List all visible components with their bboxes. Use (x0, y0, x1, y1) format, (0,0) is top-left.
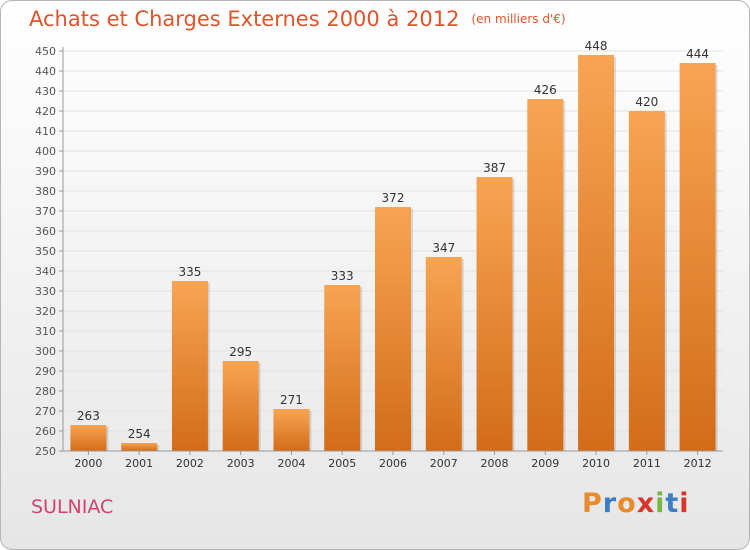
bar-value-label: 295 (229, 345, 252, 359)
bar-value-label: 335 (178, 265, 201, 279)
chart-unit: (en milliers d'€) (471, 12, 566, 26)
x-tick-label: 2009 (531, 457, 559, 470)
bar-value-label: 426 (534, 83, 557, 97)
y-tick-label: 270 (35, 405, 56, 418)
x-tick-label: 2005 (328, 457, 356, 470)
bar-value-label: 254 (128, 427, 151, 441)
y-tick-label: 440 (35, 65, 56, 78)
proxiti-logo[interactable]: Proxiti (582, 488, 690, 519)
x-tick-label: 2000 (74, 457, 102, 470)
x-tick-label: 2003 (227, 457, 255, 470)
bar-value-label: 263 (77, 409, 100, 423)
bar (70, 425, 107, 451)
logo-letter: P (582, 488, 603, 519)
y-tick-label: 430 (35, 85, 56, 98)
bar-value-label: 448 (585, 39, 608, 53)
logo-letter: i (679, 488, 690, 519)
logo-letter: t (665, 488, 680, 519)
x-tick-label: 2008 (481, 457, 509, 470)
bar (324, 285, 361, 451)
x-tick-label: 2002 (176, 457, 204, 470)
y-tick-label: 350 (35, 245, 56, 258)
location-name: SULNIAC (31, 496, 114, 518)
y-tick-label: 450 (35, 45, 56, 58)
y-tick-label: 420 (35, 105, 56, 118)
chart-title-block: Achats et Charges Externes 2000 à 2012 (e… (29, 7, 566, 31)
bar (273, 409, 310, 451)
y-tick-label: 310 (35, 325, 56, 338)
logo-letter: r (602, 488, 618, 519)
axes: 250 260 270 280 290 300 310 320 330 340 350 360 370 3… (35, 45, 723, 470)
bar (578, 55, 615, 451)
y-tick-label: 300 (35, 345, 56, 358)
y-tick-label: 390 (35, 165, 56, 178)
bar-value-label: 347 (432, 241, 455, 255)
bar-value-label: 333 (331, 269, 354, 283)
bars: 263 254 335 295 271 333 372 347 387 426 448 420 444 (70, 39, 718, 451)
y-tick-label: 280 (35, 385, 56, 398)
bar (628, 111, 665, 451)
x-tick-label: 2001 (125, 457, 153, 470)
x-tick-label: 2004 (277, 457, 305, 470)
y-tick-label: 400 (35, 145, 56, 158)
bar (375, 207, 411, 451)
x-tick-label: 2010 (582, 457, 610, 470)
x-tick-label: 2011 (633, 457, 661, 470)
x-tick-label: 2007 (430, 457, 458, 470)
y-tick-label: 290 (35, 365, 56, 378)
logo-letter: o (617, 488, 637, 519)
x-tick-label: 2006 (379, 457, 407, 470)
bar-value-label: 444 (686, 47, 709, 61)
logo-letter: i (655, 488, 666, 519)
y-tick-label: 330 (35, 285, 56, 298)
bar (121, 443, 158, 451)
y-tick-label: 340 (35, 265, 56, 278)
bar (171, 281, 208, 451)
x-tick-label: 2012 (684, 457, 712, 470)
y-tick-label: 250 (35, 445, 56, 458)
bar (527, 99, 564, 451)
bar (222, 361, 259, 451)
bar-value-label: 271 (280, 393, 303, 407)
y-tick-label: 260 (35, 425, 56, 438)
bar (679, 63, 716, 451)
bar-value-label: 420 (635, 95, 658, 109)
bar (425, 257, 462, 451)
chart-title: Achats et Charges Externes 2000 à 2012 (29, 7, 460, 31)
bar (476, 177, 513, 451)
logo-letter: x (636, 488, 656, 519)
bar-value-label: 387 (483, 161, 506, 175)
y-tick-label: 370 (35, 205, 56, 218)
y-tick-label: 360 (35, 225, 56, 238)
y-tick-label: 320 (35, 305, 56, 318)
bar-value-label: 372 (382, 191, 405, 205)
y-tick-label: 380 (35, 185, 56, 198)
y-tick-label: 410 (35, 125, 56, 138)
